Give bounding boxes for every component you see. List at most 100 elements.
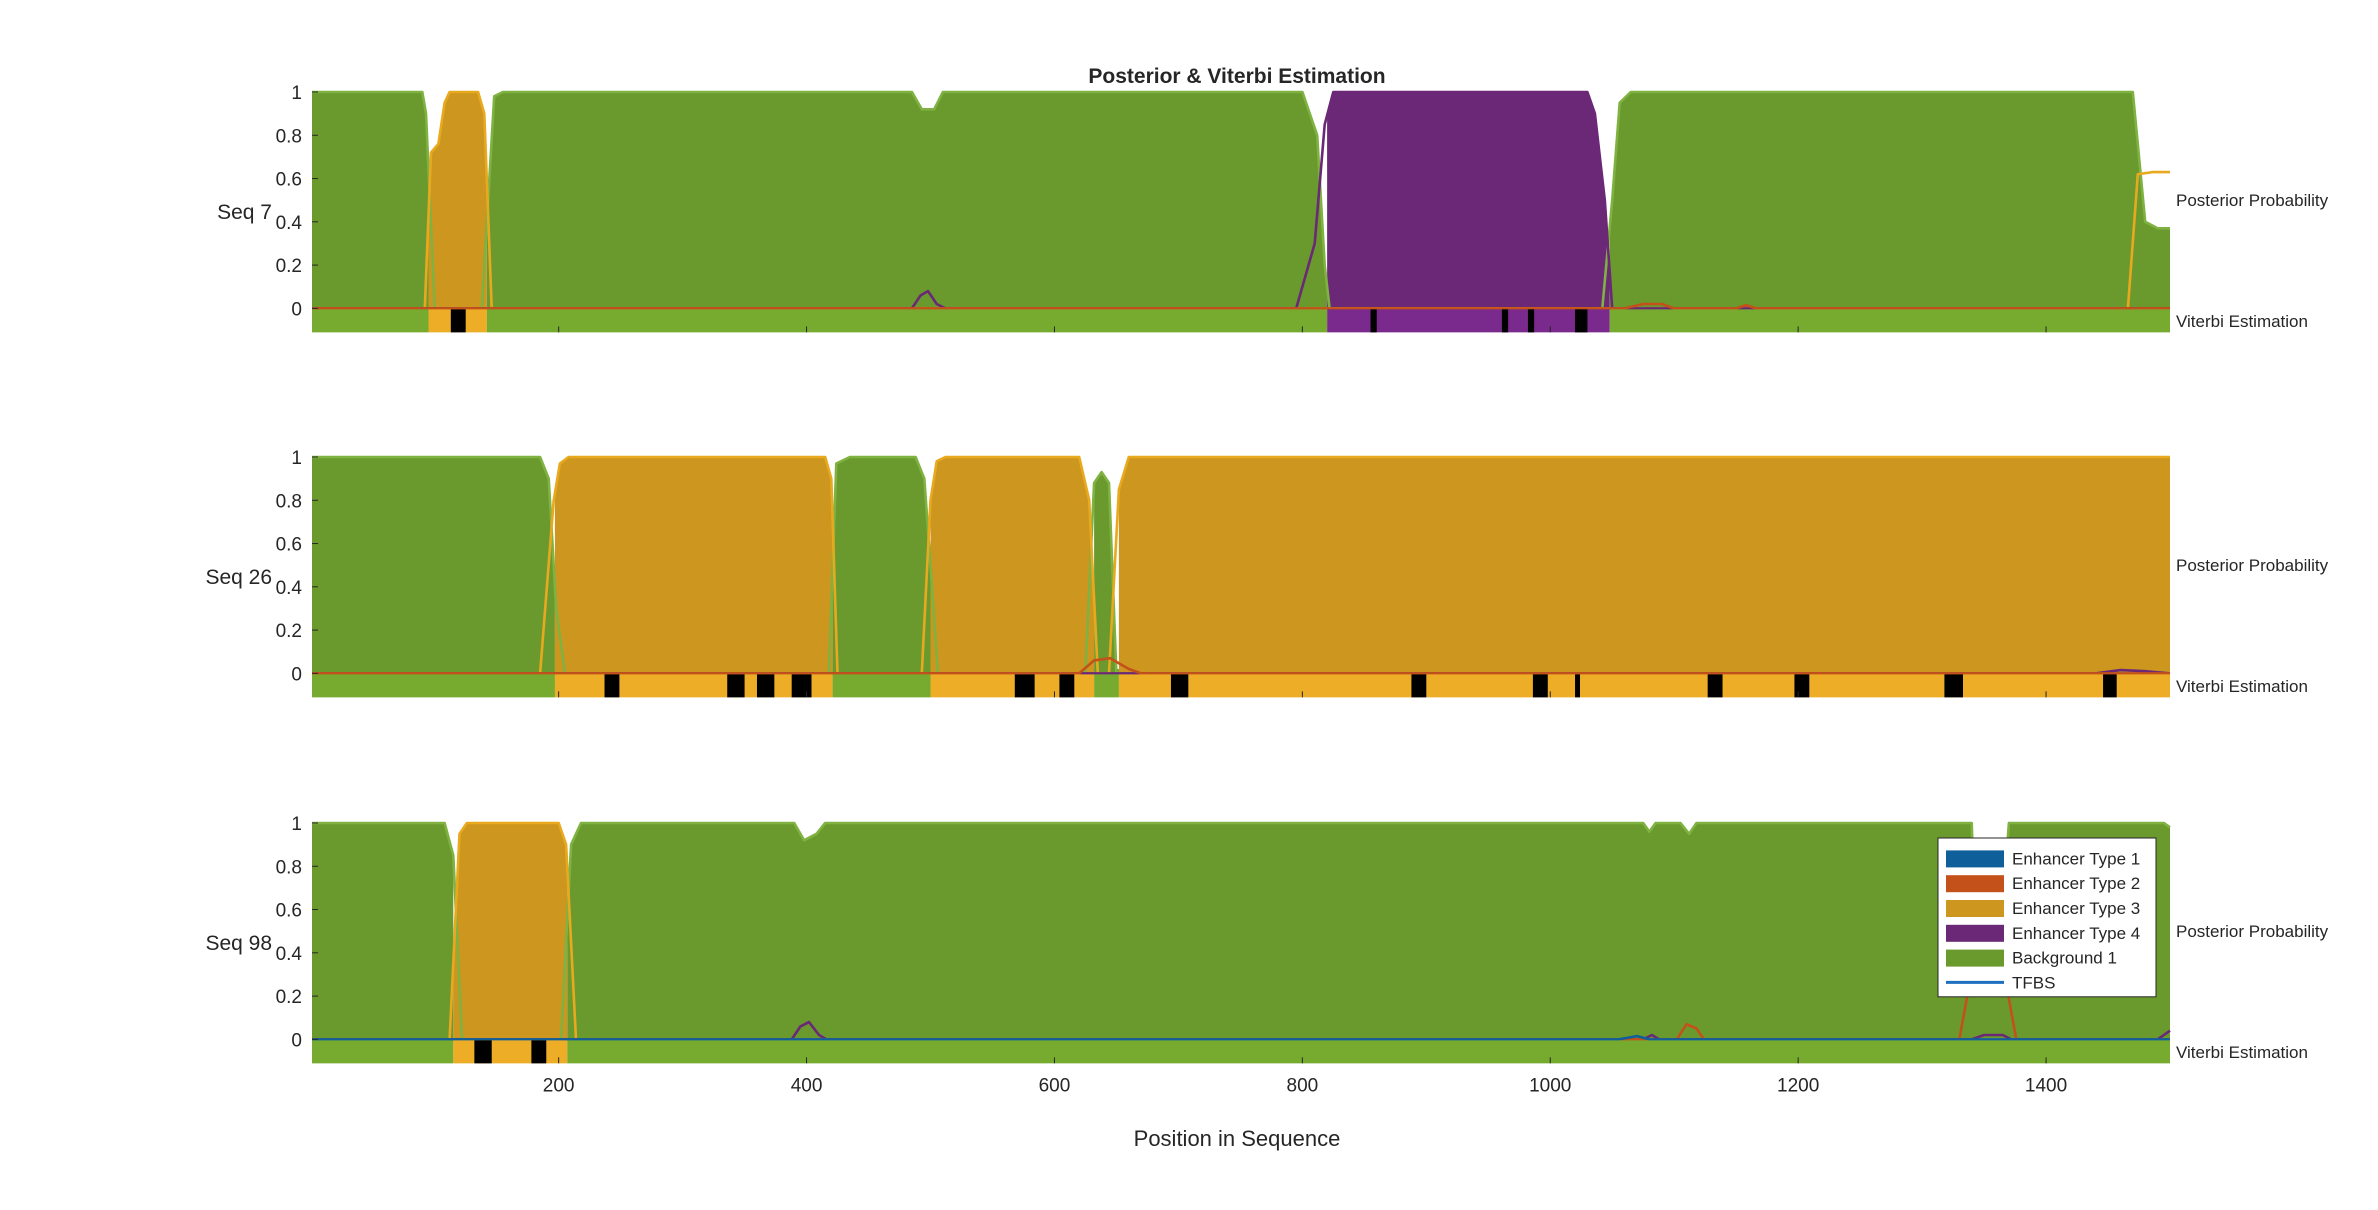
posterior-area-enhancer-type-3-1 <box>554 457 833 674</box>
posterior-probability-label: Posterior Probability <box>2176 556 2329 575</box>
panel-label: Seq 26 <box>205 566 272 589</box>
viterbi-tfbs-1 <box>727 674 745 698</box>
viterbi-tfbs-0 <box>450 309 466 333</box>
y-tick-label: 0.4 <box>276 944 303 965</box>
posterior-line-enhancer-type-2 <box>312 302 2170 310</box>
y-tick-label: 0.6 <box>276 170 302 191</box>
legend-swatch-enhancer-type-2 <box>1946 875 2004 893</box>
legend-swatch-enhancer-type-1 <box>1946 850 2004 868</box>
y-tick-label: 0.8 <box>276 491 302 512</box>
viterbi-tfbs-0 <box>604 674 620 698</box>
posterior-area-background-1-0 <box>312 457 555 674</box>
viterbi-estimation-label: Viterbi Estimation <box>2176 1043 2308 1062</box>
viterbi-tfbs-6 <box>1170 674 1189 698</box>
x-tick-label: 200 <box>543 1075 575 1096</box>
viterbi-tfbs-13 <box>2103 674 2117 698</box>
y-tick-label: 0 <box>291 1030 302 1051</box>
viterbi-estimation-label: Viterbi Estimation <box>2176 312 2308 331</box>
y-tick-label: 0.2 <box>276 621 302 642</box>
x-tick-label: 1400 <box>2025 1075 2067 1096</box>
legend-label-background-1: Background 1 <box>2012 949 2117 968</box>
y-tick-label: 0.6 <box>276 535 302 556</box>
y-tick-label: 0.2 <box>276 256 302 277</box>
viterbi-segment-background-1-0 <box>312 674 555 698</box>
y-tick-label: 0 <box>291 664 302 685</box>
posterior-line-enhancer-type-3 <box>312 821 2170 1041</box>
viterbi-segment-background-1-0 <box>312 309 429 333</box>
posterior-probability-label: Posterior Probability <box>2176 922 2329 941</box>
posterior-area-background-1-2 <box>486 92 1328 309</box>
viterbi-segment-enhancer-type-3-3 <box>930 674 1095 698</box>
viterbi-segment-enhancer-type-3-1 <box>554 674 833 698</box>
legend: Enhancer Type 1 Enhancer Type 2 Enhancer T… <box>1937 837 2157 998</box>
legend-swatch-background-1 <box>1946 949 2004 967</box>
legend-label-enhancer-type-2: Enhancer Type 2 <box>2012 874 2140 893</box>
y-tick-label: 1 <box>291 83 302 104</box>
x-axis-label: Position in Sequence <box>1134 1126 1341 1151</box>
y-tick-label: 1 <box>291 448 302 469</box>
posterior-line-enhancer-type-2 <box>312 656 2170 675</box>
viterbi-tfbs-3 <box>791 674 812 698</box>
legend-label-tfbs: TFBS <box>2012 973 2055 992</box>
panel-label: Seq 98 <box>205 932 272 955</box>
viterbi-segment-background-1-2 <box>486 309 1328 333</box>
viterbi-tfbs-0 <box>474 1040 492 1064</box>
x-tick-label: 1200 <box>1777 1075 1819 1096</box>
panel-seq-98: 0 0.2 0.4 0.6 0.8 1 Seq 98 Posterior Probabilit… <box>205 814 2328 1096</box>
posterior-line-enhancer-type-4 <box>312 1020 2171 1041</box>
viterbi-tfbs-4 <box>1014 674 1035 698</box>
viterbi-tfbs-8 <box>1532 674 1548 698</box>
y-tick-label: 0.4 <box>276 578 303 599</box>
posterior-area-enhancer-type-3-1 <box>453 823 568 1040</box>
posterior-area-background-1-4 <box>1609 92 2170 309</box>
y-tick-label: 0.8 <box>276 126 302 147</box>
posterior-area-background-1-2 <box>567 823 2170 1040</box>
posterior-line-enhancer-type-4 <box>312 90 2170 310</box>
y-tick-label: 0.2 <box>276 987 302 1008</box>
viterbi-tfbs-7 <box>1411 674 1427 698</box>
viterbi-tfbs-10 <box>1707 674 1723 698</box>
y-tick-label: 0.6 <box>276 901 302 922</box>
viterbi-segment-enhancer-type-3-1 <box>453 1040 568 1064</box>
legend-label-enhancer-type-1: Enhancer Type 1 <box>2012 849 2140 868</box>
viterbi-tfbs-4 <box>1575 309 1588 333</box>
viterbi-tfbs-2 <box>756 674 775 698</box>
viterbi-tfbs-9 <box>1575 674 1581 698</box>
posterior-area-background-1-0 <box>312 823 454 1040</box>
viterbi-segment-background-1-2 <box>832 674 931 698</box>
viterbi-segment-background-1-0 <box>312 1040 454 1064</box>
panel-seq-7: 0 0.2 0.4 0.6 0.8 1 Seq 7 Posterior Probability… <box>217 83 2329 333</box>
viterbi-tfbs-12 <box>1944 674 1964 698</box>
legend-label-enhancer-type-4: Enhancer Type 4 <box>2012 924 2140 943</box>
x-tick-label: 400 <box>791 1075 823 1096</box>
panel-label: Seq 7 <box>217 201 272 224</box>
viterbi-tfbs-11 <box>1794 674 1810 698</box>
chart-title: Posterior & Viterbi Estimation <box>1088 65 1385 88</box>
panel-seq-26: 0 0.2 0.4 0.6 0.8 1 Seq 26 Posterior Probabilit… <box>205 448 2329 698</box>
legend-swatch-enhancer-type-3 <box>1946 900 2004 917</box>
y-tick-label: 0.8 <box>276 857 302 878</box>
y-tick-label: 0.4 <box>276 213 303 234</box>
viterbi-tfbs-3 <box>1527 309 1535 333</box>
viterbi-estimation-label: Viterbi Estimation <box>2176 677 2308 696</box>
posterior-area-background-1-0 <box>312 92 429 309</box>
viterbi-segment-background-1-4 <box>1609 309 2170 333</box>
x-tick-label: 800 <box>1287 1075 1319 1096</box>
y-tick-label: 0 <box>291 299 302 320</box>
viterbi-tfbs-1 <box>1370 309 1377 333</box>
posterior-area-enhancer-type-3-5 <box>1118 457 2170 674</box>
legend-label-enhancer-type-3: Enhancer Type 3 <box>2012 899 2140 918</box>
x-tick-label: 1000 <box>1529 1075 1571 1096</box>
viterbi-segment-enhancer-type-4-3 <box>1327 309 1610 333</box>
y-tick-label: 1 <box>291 814 302 835</box>
viterbi-segment-background-1-4 <box>1094 674 1119 698</box>
posterior-area-enhancer-type-4-3 <box>1327 92 1610 309</box>
posterior-area-background-1-2 <box>832 457 931 674</box>
legend-swatch-enhancer-type-4 <box>1946 924 2004 942</box>
posterior-line-background-1 <box>312 455 2170 675</box>
posterior-area-enhancer-type-3-1 <box>428 92 487 309</box>
viterbi-tfbs-5 <box>1059 674 1075 698</box>
viterbi-tfbs-1 <box>531 1040 547 1064</box>
posterior-area-enhancer-type-3-3 <box>930 457 1095 674</box>
